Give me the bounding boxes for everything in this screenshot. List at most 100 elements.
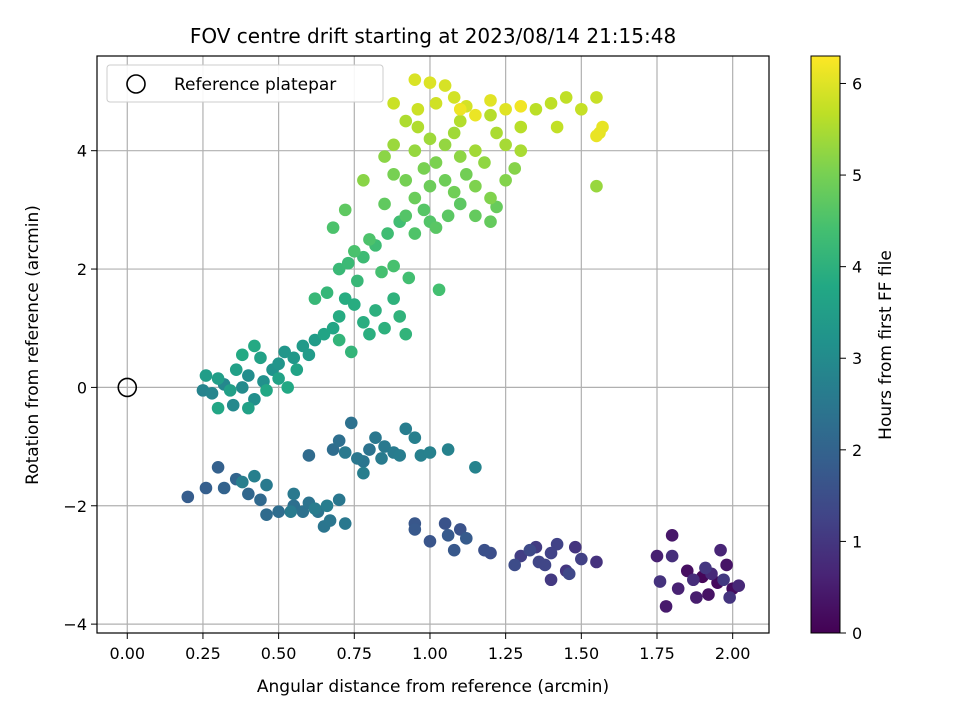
data-point xyxy=(308,333,322,347)
data-point xyxy=(665,529,679,542)
data-point xyxy=(532,555,546,569)
data-point xyxy=(378,440,391,453)
data-point xyxy=(199,369,213,382)
data-point xyxy=(357,316,370,329)
data-point xyxy=(363,327,376,341)
data-point xyxy=(369,304,382,317)
data-point xyxy=(514,120,528,134)
x-tick-label: 1.50 xyxy=(564,644,600,663)
data-point xyxy=(544,573,558,587)
colorbar-tick-label: 5 xyxy=(852,166,862,185)
data-point xyxy=(290,363,304,376)
data-point xyxy=(690,591,703,604)
data-point xyxy=(302,449,316,462)
data-point xyxy=(248,392,261,406)
colorbar xyxy=(810,55,841,634)
data-point xyxy=(438,138,452,152)
data-point xyxy=(478,543,491,557)
data-point xyxy=(254,351,267,365)
data-point xyxy=(347,244,361,258)
data-point xyxy=(226,398,240,412)
data-point xyxy=(459,168,473,181)
data-point xyxy=(229,363,243,376)
data-point xyxy=(399,422,413,436)
data-point xyxy=(438,79,452,92)
data-point xyxy=(665,549,679,563)
data-point xyxy=(490,126,503,140)
data-point xyxy=(387,97,400,110)
data-point xyxy=(469,179,482,193)
data-point xyxy=(432,283,446,297)
data-point xyxy=(332,333,346,347)
data-point xyxy=(653,575,667,588)
data-point xyxy=(499,138,512,152)
data-point xyxy=(514,549,528,563)
x-tick-label: 1.25 xyxy=(488,644,524,663)
data-point xyxy=(659,600,673,613)
data-point xyxy=(363,233,376,246)
data-point xyxy=(393,449,407,462)
data-point xyxy=(411,120,425,134)
data-point xyxy=(369,431,382,445)
data-point xyxy=(287,351,301,365)
data-point xyxy=(408,191,422,205)
data-point xyxy=(429,221,443,234)
chart-title: FOV centre drift starting at 2023/08/14 … xyxy=(190,24,676,48)
data-point xyxy=(223,384,237,397)
data-point xyxy=(453,102,467,116)
data-point xyxy=(671,582,685,595)
data-point xyxy=(338,446,352,459)
data-point xyxy=(351,452,364,465)
data-point xyxy=(596,120,609,134)
plot-frame xyxy=(96,55,770,634)
data-points xyxy=(181,73,746,613)
data-point xyxy=(272,372,285,385)
data-point xyxy=(423,179,437,193)
data-point xyxy=(363,443,376,456)
data-point xyxy=(699,561,712,575)
data-point xyxy=(332,434,346,447)
data-point xyxy=(375,452,388,465)
data-point xyxy=(408,431,422,445)
x-tick-label: 1.00 xyxy=(412,644,448,663)
data-point xyxy=(199,481,213,495)
data-point xyxy=(332,493,346,507)
data-point xyxy=(469,144,482,157)
x-tick-label: 0.75 xyxy=(336,644,372,663)
x-tick-label: 0.50 xyxy=(261,644,297,663)
data-point xyxy=(562,567,576,581)
data-point xyxy=(375,265,388,279)
data-point xyxy=(378,150,391,163)
data-point xyxy=(484,215,497,229)
data-point xyxy=(453,150,467,163)
data-point xyxy=(429,97,443,110)
legend-box xyxy=(106,64,384,103)
colorbar-tick-label: 6 xyxy=(852,74,862,93)
y-tick-label: 4 xyxy=(77,142,87,161)
data-point xyxy=(357,250,370,264)
data-point xyxy=(326,443,340,456)
data-point xyxy=(235,381,249,394)
data-point xyxy=(544,97,558,110)
data-point xyxy=(217,481,231,495)
data-point xyxy=(317,327,331,341)
data-point xyxy=(529,102,543,116)
x-axis-ticks: 0.00 0.25 0.50 0.75 1.00 1.25 1.50 1.75 2.00 xyxy=(109,633,750,663)
data-point xyxy=(248,469,261,483)
data-point xyxy=(484,94,497,107)
data-point xyxy=(296,339,310,353)
data-point xyxy=(272,357,285,371)
data-point xyxy=(351,274,364,288)
data-point xyxy=(284,505,298,518)
colorbar-ticks: 0 1 2 3 4 5 6 xyxy=(840,74,862,643)
data-point xyxy=(469,108,482,122)
data-point xyxy=(544,546,558,560)
data-point xyxy=(650,549,664,563)
data-point xyxy=(408,523,422,536)
data-point xyxy=(417,162,431,175)
data-point xyxy=(248,339,261,353)
colorbar-tick-label: 2 xyxy=(852,441,862,460)
data-point xyxy=(278,345,291,359)
y-tick-label: 0 xyxy=(77,378,87,397)
data-point xyxy=(387,168,400,181)
